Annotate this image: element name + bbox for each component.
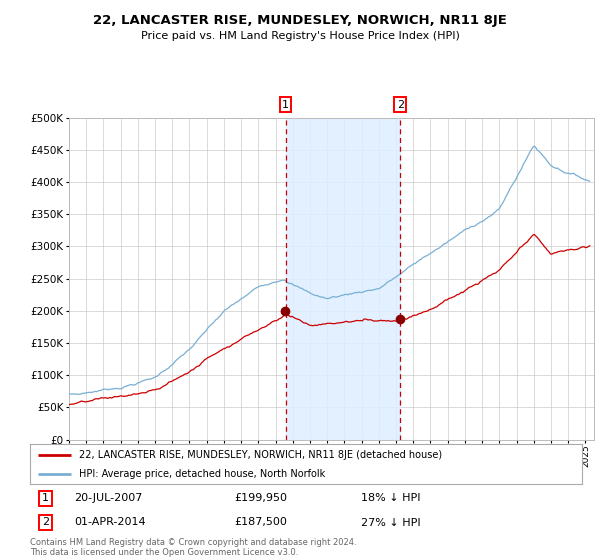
- Text: 18% ↓ HPI: 18% ↓ HPI: [361, 493, 421, 503]
- Text: Contains HM Land Registry data © Crown copyright and database right 2024.
This d: Contains HM Land Registry data © Crown c…: [30, 538, 356, 557]
- Text: 27% ↓ HPI: 27% ↓ HPI: [361, 517, 421, 528]
- Bar: [286, 118, 400, 440]
- Text: £199,950: £199,950: [234, 493, 287, 503]
- Text: 2: 2: [397, 100, 404, 110]
- Text: 1: 1: [282, 100, 289, 110]
- Text: 2: 2: [42, 517, 49, 528]
- Text: 20-JUL-2007: 20-JUL-2007: [74, 493, 143, 503]
- Text: Price paid vs. HM Land Registry's House Price Index (HPI): Price paid vs. HM Land Registry's House …: [140, 31, 460, 41]
- Text: 01-APR-2014: 01-APR-2014: [74, 517, 146, 528]
- Text: £187,500: £187,500: [234, 517, 287, 528]
- Text: 22, LANCASTER RISE, MUNDESLEY, NORWICH, NR11 8JE (detached house): 22, LANCASTER RISE, MUNDESLEY, NORWICH, …: [79, 450, 442, 460]
- Text: HPI: Average price, detached house, North Norfolk: HPI: Average price, detached house, Nort…: [79, 469, 325, 478]
- Text: 1: 1: [42, 493, 49, 503]
- Text: 22, LANCASTER RISE, MUNDESLEY, NORWICH, NR11 8JE: 22, LANCASTER RISE, MUNDESLEY, NORWICH, …: [93, 14, 507, 27]
